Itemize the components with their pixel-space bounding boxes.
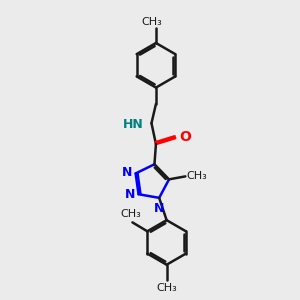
- Text: N: N: [122, 167, 133, 179]
- Text: CH₃: CH₃: [156, 283, 177, 292]
- Text: O: O: [179, 130, 191, 144]
- Text: CH₃: CH₃: [141, 17, 162, 27]
- Text: N: N: [124, 188, 135, 201]
- Text: CH₃: CH₃: [187, 171, 208, 182]
- Text: HN: HN: [122, 118, 143, 131]
- Text: N: N: [154, 202, 164, 215]
- Text: CH₃: CH₃: [121, 209, 141, 219]
